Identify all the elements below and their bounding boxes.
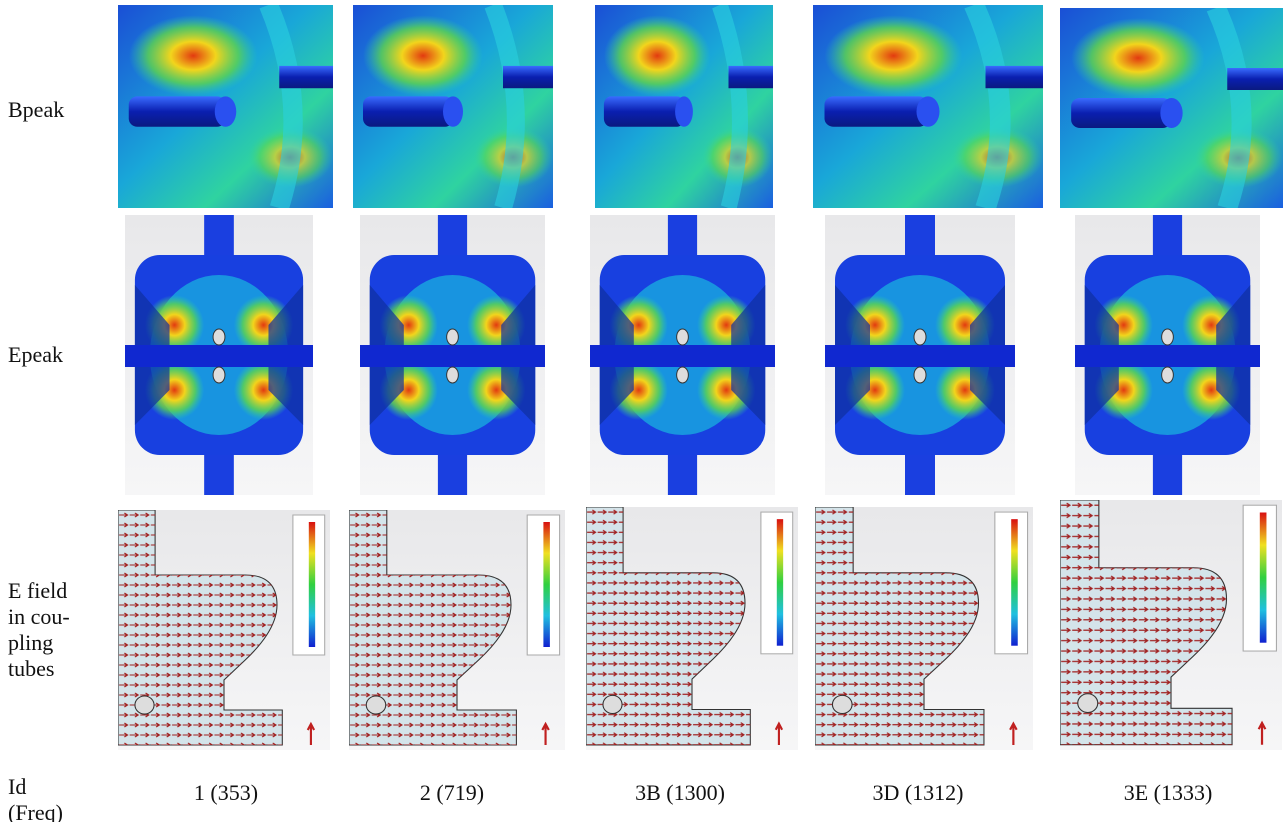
e-field-image xyxy=(815,507,1033,750)
bpeak-image xyxy=(595,5,773,208)
column-label: 1 (353) xyxy=(194,780,258,805)
epeak-image xyxy=(590,215,775,495)
bpeak-image xyxy=(118,5,333,208)
row-label: E field xyxy=(8,578,67,603)
bpeak-image xyxy=(353,5,553,208)
row-label: (Freq) xyxy=(8,800,63,822)
e-field-image xyxy=(349,510,565,750)
e-field-image xyxy=(1060,500,1282,750)
epeak-image xyxy=(825,215,1015,495)
row-label: Id xyxy=(8,774,26,799)
row-label: Epeak xyxy=(8,342,63,367)
column-label: 2 (719) xyxy=(420,780,484,805)
column-label: 3B (1300) xyxy=(635,780,725,805)
row-label: in cou- xyxy=(8,604,70,629)
bpeak-image xyxy=(813,5,1043,208)
epeak-image xyxy=(360,215,545,495)
column-label: 3E (1333) xyxy=(1124,780,1213,805)
e-field-image xyxy=(586,507,798,750)
column-label: 3D (1312) xyxy=(872,780,963,805)
image-grid xyxy=(118,5,1283,750)
epeak-image xyxy=(125,215,313,495)
e-field-image xyxy=(118,510,330,750)
row-label: pling xyxy=(8,630,53,655)
row-label: tubes xyxy=(8,656,54,681)
epeak-image xyxy=(1075,215,1260,495)
bpeak-image xyxy=(1060,8,1283,208)
row-label: Bpeak xyxy=(8,97,64,122)
